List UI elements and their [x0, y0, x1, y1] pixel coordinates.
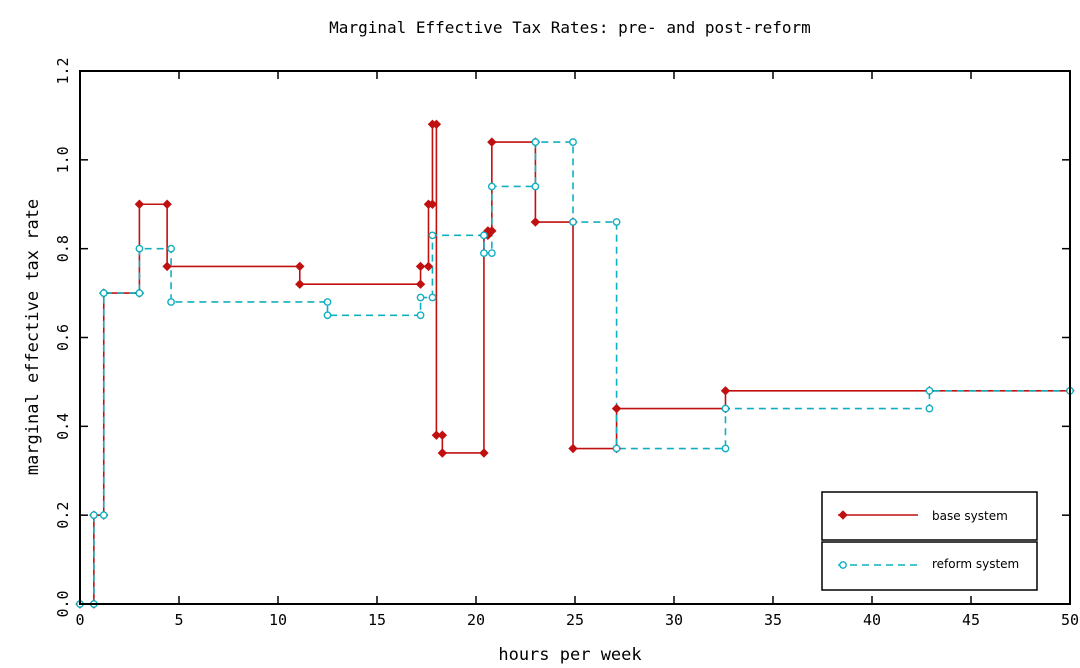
y-tick-label: 0.8: [54, 235, 72, 262]
y-tick-label: 0.6: [54, 324, 72, 351]
data-point-base: [162, 199, 172, 209]
data-point-base: [479, 448, 489, 458]
legend-marker-base: [838, 510, 848, 520]
data-point-reform: [167, 244, 175, 253]
data-point-base: [611, 403, 622, 414]
x-tick-label: 45: [962, 611, 980, 629]
data-point-reform: [925, 386, 934, 395]
data-point-reform: [416, 311, 425, 320]
x-tick-label: 30: [665, 611, 683, 629]
data-point-base: [415, 261, 426, 272]
data-point-reform: [416, 293, 425, 302]
data-point-base: [423, 261, 434, 272]
plot-markers: [75, 119, 1075, 609]
x-tick-label: 40: [863, 611, 881, 629]
data-point-reform: [531, 182, 540, 191]
data-point-reform: [569, 138, 577, 146]
data-point-reform: [925, 404, 934, 413]
x-axis-title: hours per week: [498, 645, 641, 665]
x-tick-label: 15: [368, 611, 386, 629]
data-point-base: [487, 137, 497, 147]
data-point-base: [530, 217, 541, 227]
x-tick-label: 20: [467, 611, 485, 629]
y-tick-label: 1.0: [54, 146, 72, 173]
data-point-reform: [480, 231, 488, 240]
data-point-base: [437, 448, 448, 458]
data-point-reform: [323, 311, 332, 320]
data-point-reform: [531, 138, 540, 146]
data-point-reform: [135, 244, 144, 253]
x-tick-label: 35: [764, 611, 782, 629]
data-point-base: [295, 261, 305, 272]
data-point-base: [295, 279, 305, 289]
legend-box-reform: [821, 541, 1038, 591]
data-point-base: [162, 261, 172, 272]
data-point-reform: [487, 249, 496, 258]
y-tick-label: 1.2: [54, 57, 72, 84]
data-point-base: [431, 119, 442, 130]
data-point-base: [720, 386, 731, 396]
series-line-reform: [80, 141, 1070, 604]
data-point-reform: [135, 289, 144, 297]
data-point-reform: [167, 298, 175, 306]
x-tick-label: 0: [75, 611, 84, 629]
axis-ticks: 0 5 10 15 20 25 30 35 40 45 50 0.0 0.2 0.4 0.6 0.8 1.0 1.…: [54, 57, 1079, 629]
data-point-reform: [428, 231, 437, 240]
data-point-reform: [487, 182, 496, 191]
legend: base system reform system: [821, 491, 1038, 591]
y-tick-label: 0.2: [54, 502, 72, 529]
y-tick-label: 0.4: [54, 413, 72, 440]
data-point-reform: [323, 298, 332, 306]
data-point-base: [487, 226, 497, 236]
data-point-base: [568, 443, 578, 454]
x-tick-label: 50: [1061, 611, 1079, 629]
y-axis-title: marginal effective tax rate: [23, 199, 43, 475]
data-point-base: [427, 199, 438, 209]
data-point-base: [134, 199, 145, 209]
x-tick-label: 5: [174, 611, 183, 629]
chart-title: Marginal Effective Tax Rates: pre- and p…: [329, 18, 811, 37]
data-point-reform: [721, 404, 730, 413]
data-point-reform: [99, 511, 108, 520]
data-point-reform: [99, 289, 108, 297]
data-point-reform: [89, 511, 98, 520]
data-point-reform: [480, 249, 488, 258]
y-tick-label: 0.0: [54, 590, 72, 617]
data-point-base: [437, 430, 448, 440]
legend-box-base: [821, 491, 1038, 541]
data-point-reform: [721, 444, 730, 453]
data-point-reform: [569, 218, 577, 226]
legend-label-reform: reform system: [932, 557, 1019, 571]
data-point-reform: [428, 293, 437, 302]
data-point-reform: [612, 444, 621, 453]
data-point-reform: [612, 218, 621, 226]
x-tick-label: 25: [566, 611, 584, 629]
x-tick-label: 10: [269, 611, 287, 629]
data-point-base: [415, 279, 426, 289]
legend-label-base: base system: [932, 509, 1008, 523]
legend-marker-reform: [839, 561, 847, 569]
plot-frame: [79, 70, 1071, 605]
